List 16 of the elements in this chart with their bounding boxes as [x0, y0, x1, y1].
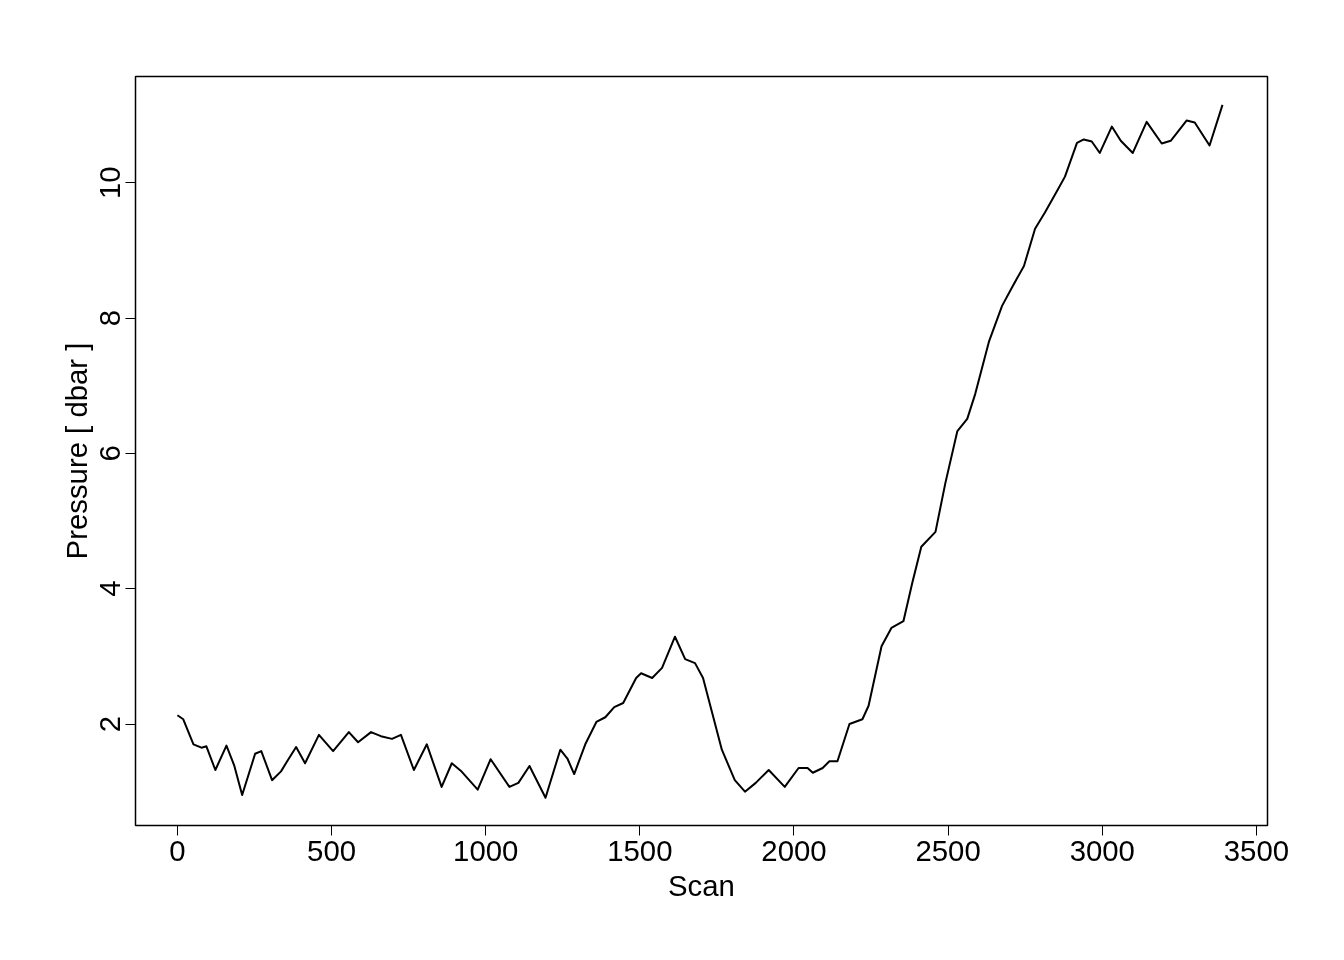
x-axis-title: Scan — [668, 868, 735, 902]
y-axis-title: Pressure [ dbar ] — [59, 342, 93, 560]
x-tick-label: 3000 — [1069, 833, 1135, 867]
y-tick-label: 10 — [93, 166, 127, 200]
x-tick-label: 2000 — [761, 833, 827, 867]
x-tick-label: 1000 — [453, 833, 519, 867]
y-tick-label: 2 — [93, 715, 127, 733]
y-tick-label: 8 — [93, 309, 127, 327]
x-tick-label: 1500 — [607, 833, 673, 867]
x-tick-label: 2500 — [915, 833, 981, 867]
y-tick-label: 4 — [93, 580, 127, 597]
y-tick-label: 6 — [93, 445, 127, 462]
line-series — [176, 103, 1224, 799]
x-tick-label: 0 — [169, 833, 186, 867]
x-tick-label: 3500 — [1223, 833, 1290, 867]
x-tick-label: 500 — [307, 833, 357, 867]
